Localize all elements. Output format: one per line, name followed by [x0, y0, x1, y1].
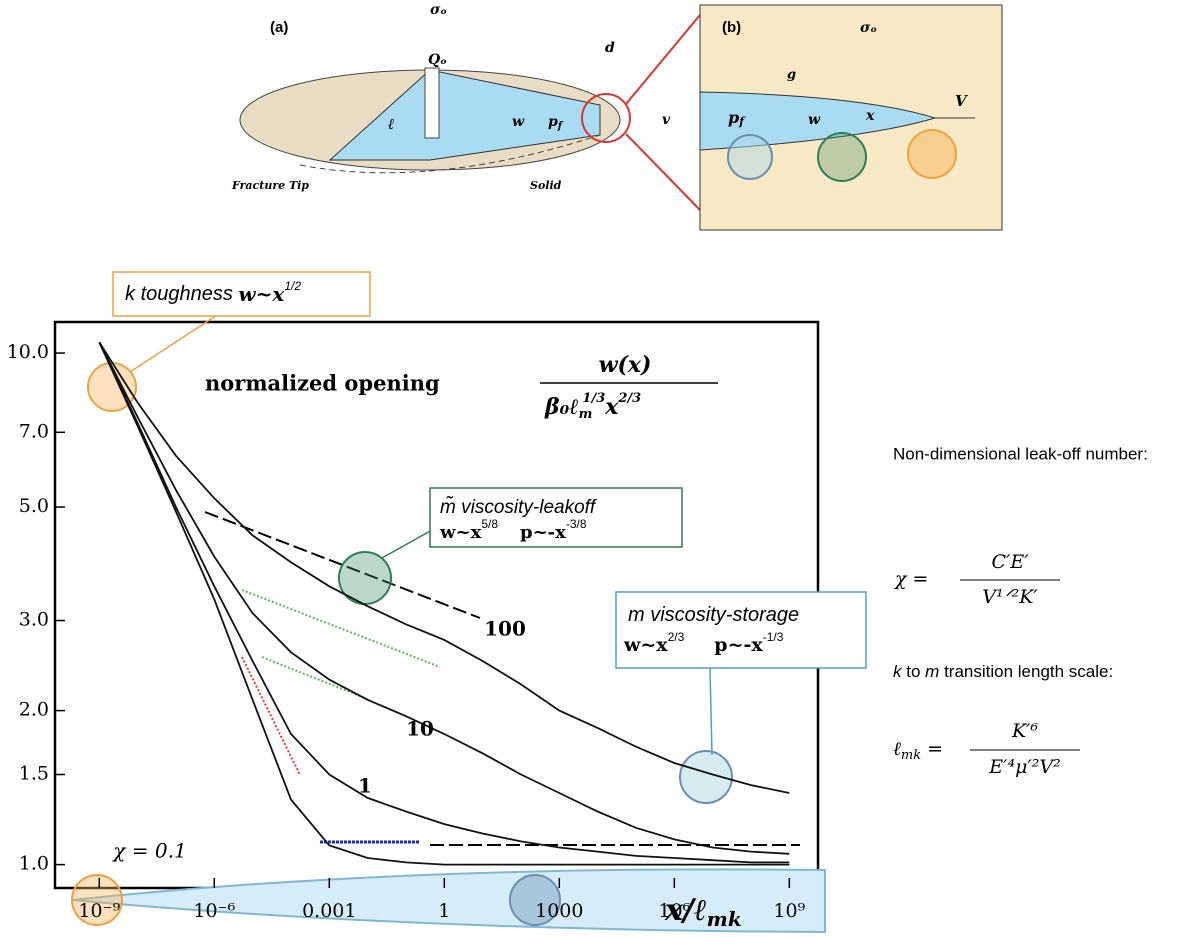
y-tick-label: 3.0: [19, 609, 49, 631]
label: g: [787, 68, 796, 83]
label: w: [512, 114, 525, 130]
formula: mk: [901, 748, 921, 763]
label: w: [808, 112, 821, 128]
x-tick-label: 10⁻⁹: [78, 900, 120, 922]
panel-a: [239, 14, 701, 211]
label: x: [865, 108, 875, 124]
curve: [98, 341, 790, 866]
chart-title: x: [604, 394, 619, 420]
label: Fracture Tip: [231, 179, 309, 192]
annotation: 5/8: [481, 517, 498, 531]
chart-title: β₀ℓ: [544, 394, 579, 420]
chart-title: β₀ℓm1/3x2/3: [544, 391, 641, 422]
annotation: m̃: [440, 496, 456, 518]
curve: [98, 341, 790, 794]
chart-title: m: [579, 407, 593, 422]
side-text: m: [925, 662, 939, 681]
y-tick-label: 10.0: [7, 341, 49, 363]
x-tick-label: 1: [438, 900, 450, 922]
label: Solid: [530, 179, 562, 192]
annotation-box: [429, 487, 683, 548]
annotation: 1/2: [284, 279, 301, 293]
annotation: m viscosity-storage: [628, 604, 799, 626]
formula: ℓmk =: [893, 738, 943, 763]
x-tick-label: 1000: [535, 900, 583, 922]
label: σₒ: [430, 2, 447, 18]
formula: E′⁴μ′²V²: [988, 756, 1060, 778]
x-axis-label: x/ℓmk: [664, 893, 742, 931]
annotation: viscosity-storage: [650, 604, 799, 626]
annotation: toughness: [141, 283, 233, 305]
label: f: [738, 115, 746, 128]
side-text: Non-dimensional leak-off number:: [893, 444, 1148, 463]
x-tick-label: 10⁹: [773, 900, 805, 922]
annotation: p~-x: [520, 522, 566, 543]
side-text: k to m transition length scale:: [893, 662, 1113, 681]
y-tick-label: 5.0: [19, 495, 49, 517]
side-text: to: [906, 662, 920, 681]
annotation: w~x: [623, 634, 668, 656]
annotation: w~x: [439, 522, 482, 543]
y-tick-label: 7.0: [19, 420, 49, 442]
annotation-box: [615, 591, 867, 669]
formula: ℓ: [893, 738, 901, 760]
x-tick-label: 0.001: [302, 900, 356, 922]
y-tick-label: 2.0: [19, 699, 49, 721]
chart-title: normalized opening: [205, 371, 440, 396]
annotation: -3/8: [566, 517, 587, 531]
annotation: m̃ viscosity-leakoff: [440, 496, 597, 518]
annotation: w~x: [238, 282, 285, 306]
label: (b): [722, 19, 741, 36]
annotation: viscosity-leakoff: [461, 497, 597, 518]
y-tick-label: 1.5: [19, 763, 49, 785]
formula: =: [927, 738, 943, 760]
x-axis-label: mk: [707, 907, 742, 931]
label: f: [557, 121, 564, 132]
annotation: -1/3: [763, 630, 784, 644]
curve: [98, 341, 790, 855]
asymptotes: [204, 511, 800, 846]
label: (a): [270, 19, 288, 36]
curve-label: 10: [406, 717, 434, 741]
formula: K′⁶: [1011, 720, 1039, 742]
formula: χ =: [893, 568, 928, 590]
x-axis-label: x/ℓ: [664, 893, 707, 928]
label: V: [955, 92, 968, 110]
annotation: p~-x: [714, 634, 763, 656]
curve: [98, 341, 790, 864]
formula: V¹ᐟ²K′: [982, 586, 1038, 608]
curve-label: 1: [358, 774, 372, 798]
annotation: m: [628, 604, 645, 626]
chart-title: 2/3: [617, 391, 641, 406]
regime-circles: [71, 299, 826, 934]
label: pf: [548, 114, 564, 132]
label: ℓ: [388, 115, 394, 133]
y-tick-label: 1.0: [19, 853, 49, 875]
label: d: [605, 40, 615, 56]
side-text: transition length scale:: [944, 662, 1113, 681]
annotation: k toughness w~x1/2: [125, 279, 301, 305]
curve-label: 100: [484, 617, 526, 641]
label: Qₒ: [428, 52, 447, 68]
curve-label: χ = 0.1: [111, 839, 186, 863]
label: pf: [728, 108, 746, 129]
x-tick-label: 10⁶: [658, 900, 690, 922]
label: p: [548, 114, 558, 130]
annotation: 2/3: [668, 630, 685, 644]
chart-title: 1/3: [582, 391, 605, 406]
label: v: [662, 112, 671, 128]
panel-b: [699, 4, 1003, 231]
label: σₒ: [860, 20, 877, 36]
formula: C′E′: [991, 551, 1029, 573]
x-tick-label: 10⁻⁶: [193, 900, 235, 922]
annotation: w~x5/8 p~-x-3/8: [439, 517, 587, 543]
label: p: [728, 108, 739, 127]
annotation: k: [125, 283, 136, 305]
side-text: k: [893, 662, 903, 681]
annotation-box: [112, 271, 371, 317]
chart-title: w(x): [599, 352, 652, 378]
annotation: w~x2/3 p~-x-1/3: [623, 630, 784, 656]
